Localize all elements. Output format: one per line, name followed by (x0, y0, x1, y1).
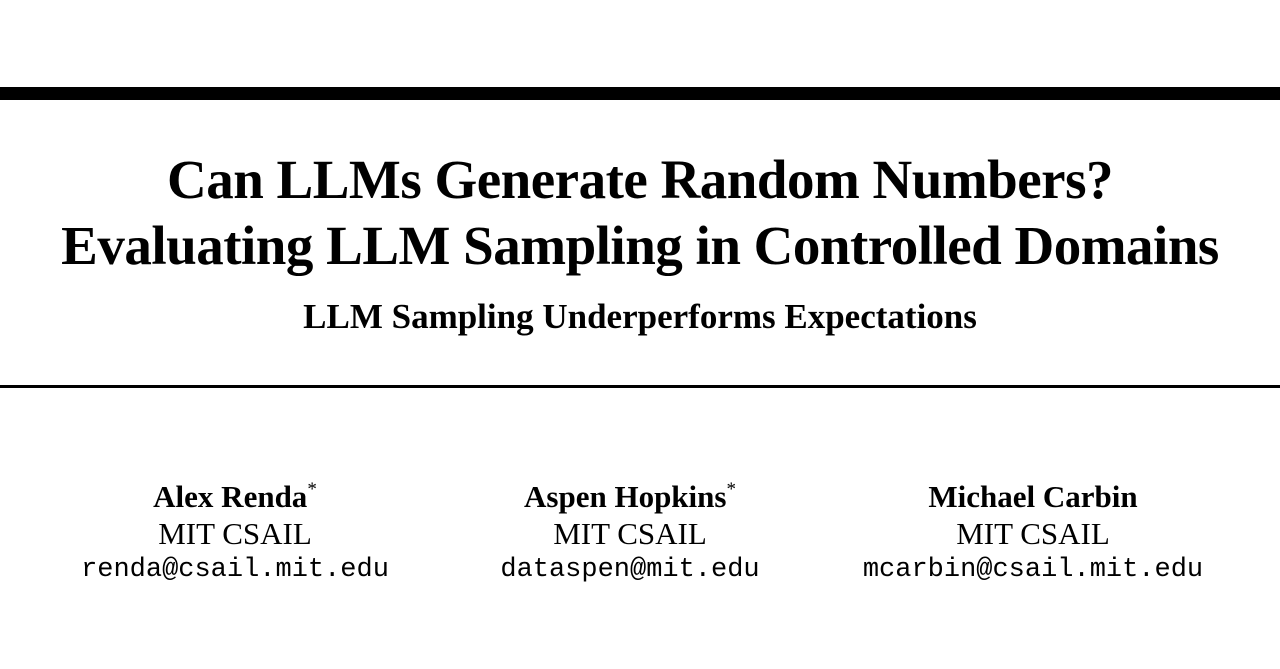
author-block: Alex Renda* MIT CSAIL renda@csail.mit.ed… (25, 478, 445, 589)
author-email: dataspen@mit.edu (500, 555, 760, 585)
author-block: Aspen Hopkins* MIT CSAIL dataspen@mit.ed… (420, 478, 840, 589)
paper-title-line-1: Can LLMs Generate Random Numbers? (167, 149, 1113, 210)
author-block: Michael Carbin MIT CSAIL mcarbin@csail.m… (823, 478, 1243, 589)
author-email: renda@csail.mit.edu (81, 555, 389, 585)
author-affiliation: MIT CSAIL (956, 516, 1110, 551)
paper-title-line-2: Evaluating LLM Sampling in Controlled Do… (61, 215, 1219, 276)
bottom-rule (0, 385, 1280, 388)
top-rule (0, 87, 1280, 100)
equal-contribution-mark: * (307, 479, 317, 500)
author-name: Aspen Hopkins* (420, 478, 840, 515)
author-name-text: Alex Renda (153, 479, 308, 514)
author-name: Michael Carbin (823, 478, 1243, 515)
author-name: Alex Renda* (25, 478, 445, 515)
author-name-text: Michael Carbin (928, 479, 1138, 514)
paper-subtitle: LLM Sampling Underperforms Expectations (303, 297, 977, 336)
author-affiliation: MIT CSAIL (158, 516, 312, 551)
author-name-text: Aspen Hopkins (524, 479, 727, 514)
author-affiliation: MIT CSAIL (553, 516, 707, 551)
author-email: mcarbin@csail.mit.edu (862, 555, 1204, 585)
equal-contribution-mark: * (726, 479, 736, 500)
